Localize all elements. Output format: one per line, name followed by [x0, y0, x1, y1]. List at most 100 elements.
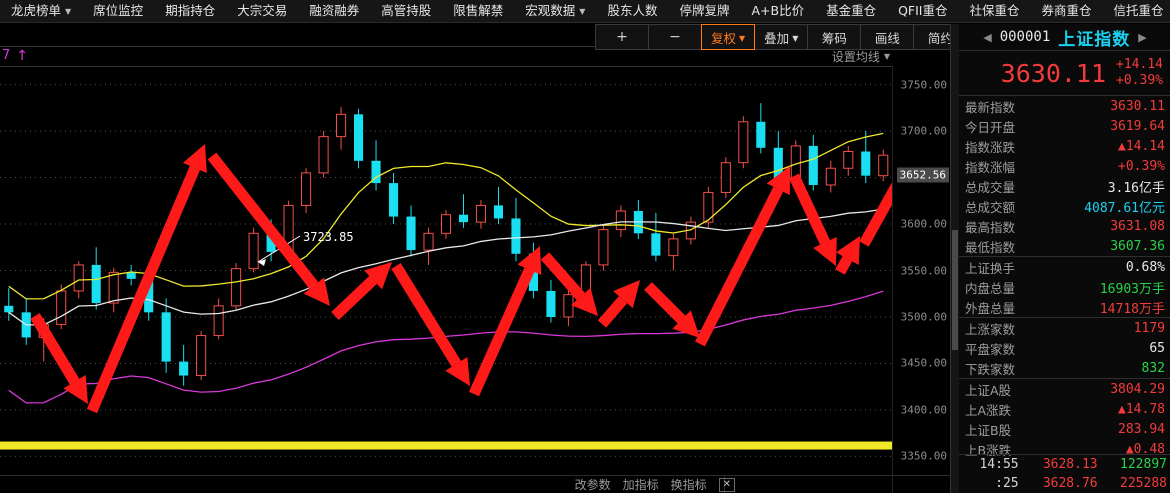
- menu-item-qfiizhongcang[interactable]: QFII重仓: [887, 0, 958, 22]
- quote-row-label: 指数涨幅: [965, 159, 1016, 175]
- overlay-button[interactable]: 叠加 ▼: [755, 25, 809, 49]
- quote-row-label: 下跌家数: [965, 361, 1016, 377]
- candlestick-svg: 3723.85: [0, 84, 892, 457]
- menu-item-gaoguanchigu[interactable]: 高管持股: [370, 0, 442, 22]
- quote-row-value: 832: [1141, 360, 1165, 376]
- quote-row-label: 外盘总量: [965, 300, 1016, 316]
- ma-setting-button[interactable]: 设置均线 ▼: [832, 48, 890, 65]
- quote-row-value: 3630.11: [1110, 98, 1165, 114]
- price-change-pct: +0.39%: [1116, 73, 1163, 88]
- add-indicator-button[interactable]: 加指标: [622, 478, 659, 492]
- quote-row-label: 上B涨跌: [965, 442, 1012, 458]
- chart-pane: 7 ↑ 设置均线 ▼ 3723.85 3750.003700.003650.00…: [0, 24, 950, 493]
- menu-item-tingpaifupai[interactable]: 停牌复牌: [668, 0, 740, 22]
- tick-row: 14:55 3628.13 122897: [959, 455, 1170, 474]
- quote-row: 上涨家数 1179: [959, 318, 1170, 338]
- quote-row-value: ▲0.48: [1125, 441, 1165, 457]
- price-tick-label: 3350.00: [900, 449, 947, 463]
- price-tick-label: 3500.00: [900, 310, 947, 324]
- menu-item-gudongrenshu[interactable]: 股东人数: [596, 0, 668, 22]
- quote-stat-rows: 最新指数 3630.11 今日开盘 3619.64 指数涨跌 ▲14.14 指数涨幅 +0.3…: [959, 96, 1170, 459]
- quote-row-value: 14718万手: [1099, 301, 1165, 317]
- menu-item-rongzirongquan[interactable]: 融资融券: [298, 0, 370, 22]
- menu-item-dazongjiaoyi[interactable]: 大宗交易: [226, 0, 298, 22]
- menu-item-longhubang[interactable]: 龙虎榜单 ▼: [0, 0, 82, 22]
- quote-row-label: 上证换手: [965, 260, 1016, 276]
- menu-item-label: 高管持股: [381, 3, 432, 18]
- menu-item-label: 基金重仓: [826, 3, 877, 18]
- quote-price-block: 3630.11 +14.14 +0.39%: [959, 51, 1170, 96]
- tick-volume: 122897: [1120, 457, 1167, 472]
- price-tick-label: 3400.00: [900, 403, 947, 417]
- menu-item-label: A+B比价: [751, 3, 805, 18]
- quote-row: 最低指数 3607.36: [959, 236, 1170, 257]
- next-stock-icon[interactable]: ▶: [1138, 30, 1147, 44]
- prev-stock-icon[interactable]: ◀: [983, 30, 992, 44]
- quote-panel: ◀ 000001 上证指数 ▶ 3630.11 +14.14 +0.39% 最新…: [950, 24, 1170, 493]
- chart-top-strip: [0, 24, 950, 47]
- tick-time: 14:55: [979, 457, 1019, 472]
- quote-row-label: 总成交量: [965, 179, 1016, 195]
- quote-row: 上证B股 283.94: [959, 419, 1170, 439]
- quote-row: 总成交额 4087.61亿元: [959, 196, 1170, 216]
- menu-item-label: 券商重仓: [1041, 3, 1092, 18]
- menu-item-label: 宏观数据: [525, 3, 576, 18]
- quote-panel-scrollbar[interactable]: [951, 24, 959, 493]
- change-params-button[interactable]: 改参数: [574, 478, 611, 492]
- quote-row: 上证A股 3804.29: [959, 379, 1170, 399]
- menu-item-quanshangzhongcang[interactable]: 券商重仓: [1031, 0, 1103, 22]
- menu-item-label: 融资融券: [309, 3, 360, 18]
- peak-annotation: 3723.85: [303, 230, 354, 244]
- menu-item-xintuozhongcang[interactable]: 信托重仓: [1103, 0, 1170, 22]
- candlestick-plot[interactable]: 3723.85: [0, 66, 892, 475]
- quote-row-value: 3607.36: [1110, 238, 1165, 254]
- chevron-down-icon: ▼: [65, 7, 72, 16]
- menu-item-xiweijiankong[interactable]: 席位监控: [82, 0, 154, 22]
- close-icon[interactable]: ✕: [718, 477, 735, 492]
- quote-row: 上A涨跌 ▲14.78: [959, 399, 1170, 419]
- menu-item-abbijia[interactable]: A+B比价: [740, 0, 815, 22]
- quote-row: 今日开盘 3619.64: [959, 116, 1170, 136]
- price-change: +14.14: [1116, 57, 1163, 72]
- menu-item-shebaozhongcang[interactable]: 社保重仓: [959, 0, 1031, 22]
- ma-setting-label: 设置均线: [831, 50, 880, 64]
- menu-item-label: 席位监控: [93, 3, 144, 18]
- last-price: 3630.11: [1000, 58, 1107, 88]
- quote-row-label: 最低指数: [965, 239, 1016, 255]
- quote-row-value: 65: [1149, 340, 1165, 356]
- quote-row-label: 总成交额: [965, 199, 1016, 215]
- menu-item-xianshoujiejin[interactable]: 限售解禁: [442, 0, 514, 22]
- drawline-button[interactable]: 画线: [861, 25, 915, 49]
- price-tick-label: 3550.00: [900, 264, 947, 277]
- quote-panel-body: ◀ 000001 上证指数 ▶ 3630.11 +14.14 +0.39% 最新…: [959, 24, 1170, 493]
- top-menu-bar: 龙虎榜单 ▼ 席位监控 期指持仓 大宗交易 融资融券 高管持股 限售解禁 宏观数…: [0, 0, 1170, 23]
- quote-row-value: 3.16亿手: [1107, 180, 1165, 196]
- chevron-down-icon: ▼: [792, 33, 799, 43]
- menu-item-label: 期指持仓: [165, 3, 216, 18]
- switch-indicator-button[interactable]: 换指标: [670, 478, 707, 492]
- menu-item-label: 社保重仓: [969, 3, 1020, 18]
- tick-volume: 225288: [1120, 476, 1167, 491]
- zoom-out-button[interactable]: −: [649, 25, 702, 49]
- quote-row: 总成交量 3.16亿手: [959, 176, 1170, 196]
- quote-row-value: 16903万手: [1099, 281, 1165, 297]
- tick-time: :25: [995, 476, 1019, 491]
- fuquan-button[interactable]: 复权 ▼: [701, 24, 756, 50]
- chips-button[interactable]: 筹码: [808, 25, 862, 49]
- scrollbar-thumb[interactable]: [952, 230, 958, 350]
- menu-item-qizhichicang[interactable]: 期指持仓: [154, 0, 226, 22]
- quote-row: 指数涨幅 +0.39%: [959, 156, 1170, 176]
- menu-item-jijinzhongcang[interactable]: 基金重仓: [815, 0, 887, 22]
- quote-row: 外盘总量 14718万手: [959, 297, 1170, 318]
- tick-list[interactable]: 14:55 3628.13 122897:25 3628.76 225288: [959, 454, 1170, 493]
- zoom-in-button[interactable]: +: [596, 25, 649, 49]
- overlay-label: 叠加: [764, 30, 790, 46]
- quote-row: 上B涨跌 ▲0.48: [959, 439, 1170, 459]
- menu-item-hongguanshuju[interactable]: 宏观数据 ▼: [514, 0, 596, 22]
- menu-item-label: 停牌复牌: [679, 3, 730, 18]
- up-arrow-icon: ↑: [16, 47, 29, 64]
- tick-row: :25 3628.76 225288: [959, 474, 1170, 493]
- price-tick-label: 3700.00: [900, 124, 947, 138]
- menu-item-label: 大宗交易: [237, 3, 288, 18]
